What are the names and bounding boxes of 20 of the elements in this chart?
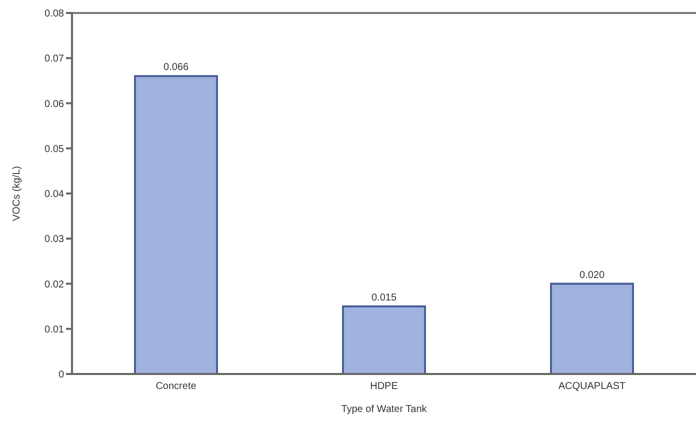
y-tick-label: 0.06 — [44, 98, 64, 110]
x-tick-label: Concrete — [156, 381, 197, 392]
y-tick-label: 0 — [58, 370, 64, 381]
y-tick-label: 0.02 — [44, 279, 64, 290]
y-tick-label: 0.04 — [44, 189, 64, 200]
bar — [550, 282, 634, 374]
data-label: 0.015 — [371, 292, 397, 304]
bar — [342, 305, 426, 374]
y-tick-label: 0.03 — [44, 234, 64, 246]
y-tick-label: 0.08 — [44, 8, 64, 20]
x-tick-label: ACQUAPLAST — [558, 381, 626, 392]
data-label: 0.066 — [163, 62, 189, 74]
y-axis-title: VOCs (kg/L) — [12, 166, 23, 222]
bar — [134, 75, 218, 374]
data-label: 0.020 — [579, 270, 605, 281]
x-axis-title: Type of Water Tank — [341, 404, 428, 415]
y-tick-label: 0.05 — [44, 144, 64, 155]
y-tick-label: 0.01 — [44, 324, 64, 336]
y-tick-label: 0.07 — [44, 54, 64, 65]
x-tick-label: HDPE — [370, 381, 398, 392]
